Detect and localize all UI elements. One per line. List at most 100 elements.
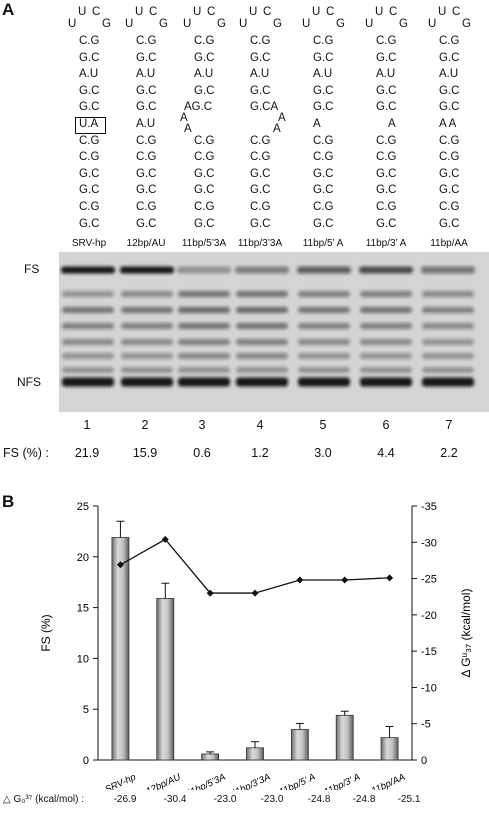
gel-band <box>236 323 288 329</box>
right-tick-label: -20 <box>421 610 437 622</box>
loop-nucleotide: U <box>135 6 144 18</box>
gel-band <box>62 291 114 297</box>
fs-band-label: FS <box>24 262 40 276</box>
dg-point <box>341 576 349 584</box>
base-pair: G.C <box>79 51 100 64</box>
base-pair: A <box>273 122 281 135</box>
base-pair: G.C <box>250 51 271 64</box>
dg-value: -24.8 <box>307 794 331 805</box>
bar <box>156 598 175 761</box>
dg-point <box>161 535 169 543</box>
gel-band <box>359 266 413 274</box>
fs-value: 0.6 <box>193 446 211 460</box>
dg-point <box>206 589 214 597</box>
gel-band <box>422 323 474 329</box>
gel-band <box>120 266 174 274</box>
category-label: 11bp/5’3A <box>185 772 228 790</box>
loop-nucleotide: G <box>159 18 168 30</box>
loop-nucleotide: G <box>273 18 282 30</box>
base-pair: G.CA <box>250 101 279 114</box>
bar <box>380 737 399 761</box>
base-pair: C.G <box>313 151 334 164</box>
dg-value: -26.9 <box>113 794 137 805</box>
base-pair: A <box>278 112 286 125</box>
gel-band <box>422 307 474 313</box>
base-pair: G.C <box>79 101 100 114</box>
loop-nucleotide: U <box>125 18 134 30</box>
base-pair: G.C <box>136 167 157 180</box>
base-pair: C.G <box>376 151 397 164</box>
construct-name: 11bp/5’ A <box>302 238 344 249</box>
category-label: 11bp/3’3A <box>229 772 272 790</box>
gel-band <box>178 339 230 345</box>
gel-image <box>59 252 489 412</box>
dg-row-label: △ G₀³⁷ (kcal/mol) : <box>3 794 85 805</box>
base-pair: A.U <box>136 68 156 81</box>
base-pair: G.C <box>439 84 460 97</box>
loop-nucleotide: C <box>389 6 398 18</box>
base-pair: C.G <box>136 35 157 47</box>
base-pair: A.U <box>439 68 459 81</box>
gel-band <box>235 266 289 274</box>
gel-band <box>178 323 230 329</box>
loop-nucleotide: G <box>217 18 226 30</box>
base-pair: G.C <box>376 217 397 230</box>
left-tick-label: 0 <box>83 755 89 767</box>
gel-band <box>121 377 173 387</box>
base-pair: G.C <box>136 84 157 97</box>
loop-nucleotide: C <box>452 6 461 18</box>
base-pair: G.C <box>313 101 334 114</box>
gel-band <box>121 339 173 345</box>
gel-band <box>360 339 412 345</box>
base-pair: C.G <box>313 201 334 213</box>
gel-band <box>178 291 230 297</box>
construct-name: SRV-hp <box>71 238 107 249</box>
fs-value: 2.2 <box>440 446 458 460</box>
loop-nucleotide: U <box>428 18 437 30</box>
base-pair: C.G <box>313 134 334 147</box>
base-pair: C.G <box>194 134 215 147</box>
base-pair: C.G <box>136 201 157 213</box>
base-pair: A.U <box>136 118 156 130</box>
dg-value: -30.4 <box>163 794 187 805</box>
base-pair: C.G <box>376 201 397 213</box>
dg-line <box>120 538 390 594</box>
base-pair: G.C <box>376 184 397 197</box>
gel-band <box>62 307 114 313</box>
category-label: 11bp/3’ A <box>322 772 362 790</box>
bar <box>111 537 130 761</box>
loop-nucleotide: U <box>249 6 258 18</box>
gel-band <box>360 291 412 297</box>
right-tick-label: -35 <box>421 501 437 513</box>
gel-band <box>61 266 115 274</box>
base-pair: G.C <box>439 51 460 64</box>
base-pair: U.A <box>79 118 99 130</box>
base-pair: C.G <box>250 134 271 147</box>
gel-band <box>298 307 350 313</box>
loop-nucleotide: U <box>239 18 248 30</box>
gel-band <box>178 353 230 359</box>
base-pair: C.G <box>136 151 157 164</box>
right-tick-label: -30 <box>421 537 437 549</box>
base-pair: G.C <box>79 217 100 230</box>
gel-band <box>360 353 412 359</box>
gel-band <box>298 323 350 329</box>
loop-nucleotide: U <box>312 6 321 18</box>
loop-nucleotide: U <box>183 18 192 30</box>
gel-band <box>298 339 350 345</box>
construct-name: 11bp/5’3A <box>181 238 227 249</box>
right-tick-label: -10 <box>421 682 437 694</box>
lane-number: 7 <box>445 418 453 432</box>
gel-band <box>121 307 173 313</box>
base-pair: C.G <box>194 201 215 213</box>
base-pair: G.C <box>439 101 460 114</box>
base-pair: G.C <box>136 51 157 64</box>
left-tick-label: 5 <box>83 704 89 716</box>
fs-value: 3.0 <box>314 446 332 460</box>
gel-band <box>62 367 114 373</box>
loop-nucleotide: C <box>263 6 272 18</box>
base-pair: G.C <box>376 84 397 97</box>
y-axis-label: FS (%) <box>39 614 53 651</box>
gel-band <box>178 367 230 373</box>
base-pair: C.G <box>250 201 271 213</box>
